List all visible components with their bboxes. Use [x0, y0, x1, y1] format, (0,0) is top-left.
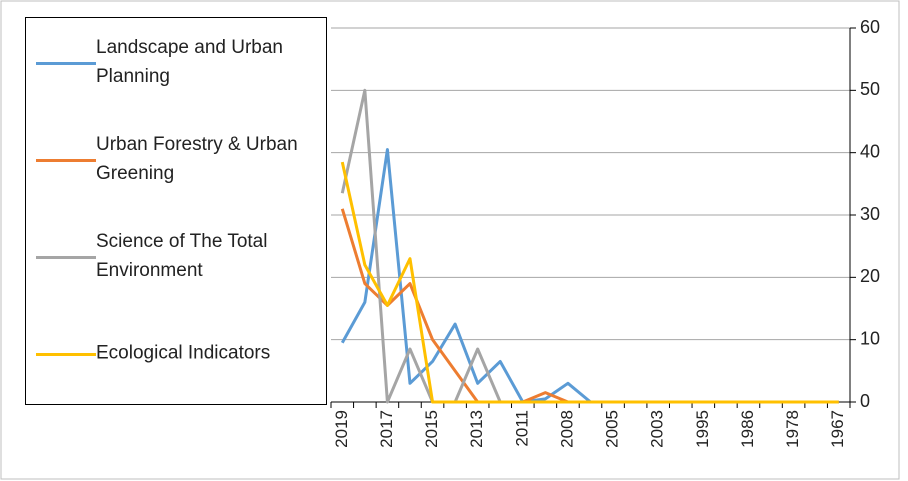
- legend-label: Urban Forestry & Urban Greening: [96, 133, 298, 184]
- legend-swatch: [36, 158, 96, 162]
- x-tick-label: 2003: [648, 410, 667, 448]
- legend-item: Science of The Total Environment: [26, 221, 326, 291]
- legend-item: Ecological Indicators: [26, 318, 326, 388]
- y-tick-label: 40: [860, 141, 880, 161]
- legend-swatch: [36, 61, 96, 65]
- y-tick-label: 10: [860, 328, 880, 348]
- series-line: [340, 88, 839, 404]
- legend-swatch: [36, 352, 96, 356]
- x-tick-label: 2019: [332, 410, 351, 448]
- legend-label: Science of The Total Environment: [96, 230, 268, 281]
- y-tick-label: 0: [860, 391, 870, 411]
- x-tick-label: 2005: [603, 410, 622, 448]
- series-line: [340, 161, 839, 404]
- legend-label: Ecological Indicators: [96, 342, 271, 363]
- x-tick-label: 2015: [422, 410, 441, 448]
- x-tick-label: 1986: [738, 410, 757, 448]
- x-tick-label: 2017: [377, 410, 396, 448]
- y-tick-label: 30: [860, 204, 880, 224]
- y-tick-label: 20: [860, 266, 880, 286]
- legend-item: Urban Forestry & Urban Greening: [26, 124, 326, 194]
- x-tick-label: 2011: [512, 410, 531, 447]
- legend: Landscape and Urban Planning Urban Forest…: [25, 17, 327, 405]
- x-tick-label: 2013: [467, 410, 486, 448]
- x-tick-label: 1967: [828, 410, 847, 448]
- x-tick-label: 1995: [693, 410, 712, 448]
- y-tick-label: 60: [860, 17, 880, 37]
- legend-label: Landscape and Urban Planning: [96, 36, 283, 87]
- y-tick-label: 50: [860, 79, 880, 99]
- legend-item: Landscape and Urban Planning: [26, 27, 326, 97]
- legend-swatch: [36, 255, 96, 259]
- x-tick-label: 2008: [557, 410, 576, 448]
- x-tick-label: 1978: [783, 410, 802, 448]
